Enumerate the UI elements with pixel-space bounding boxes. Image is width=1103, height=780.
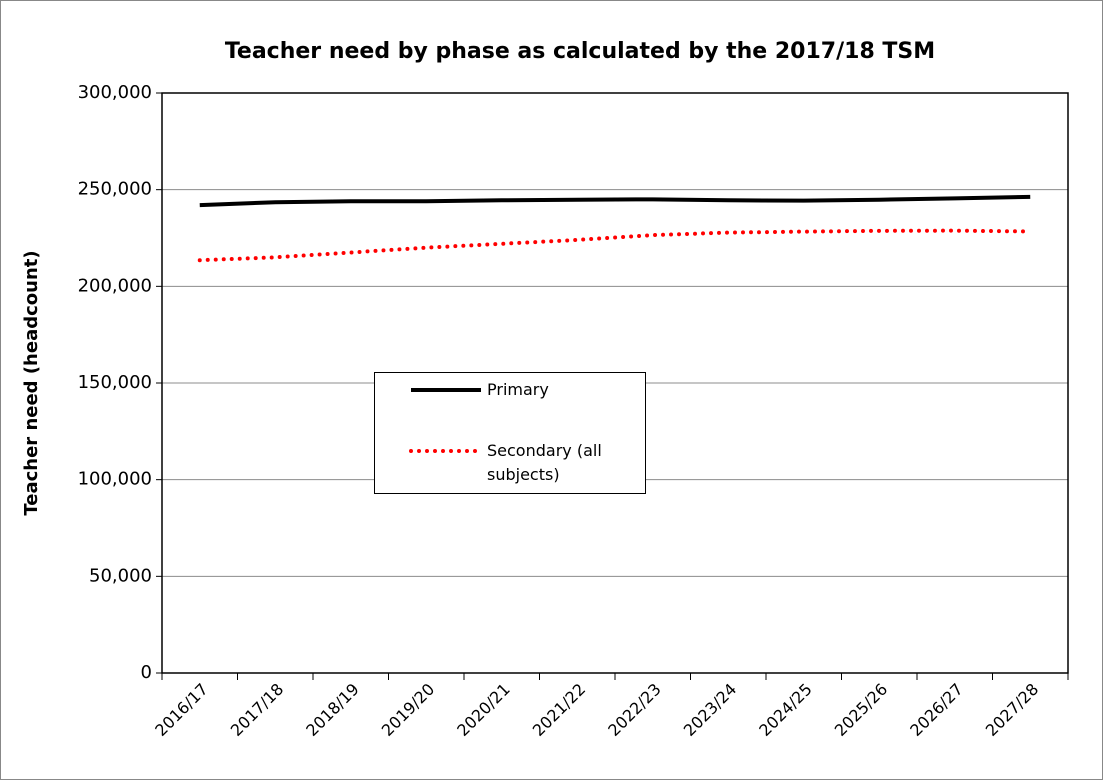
legend-swatch [409, 449, 483, 453]
legend-item: Secondary (all subjects) [409, 439, 627, 487]
series-line [197, 228, 1033, 263]
y-tick-label: 100,000 [78, 469, 152, 490]
y-tick-label: 250,000 [78, 179, 152, 200]
legend-label: Secondary (all subjects) [487, 441, 602, 484]
y-tick-label: 200,000 [78, 275, 152, 296]
y-axis-title: Teacher need (headcount) [21, 250, 42, 515]
y-tick-label: 150,000 [78, 372, 152, 393]
legend: Primary Secondary (all subjects) [374, 372, 646, 494]
y-tick-label: 300,000 [78, 82, 152, 103]
series-line [199, 194, 1031, 208]
legend-item: Primary [409, 378, 627, 402]
chart-title: Teacher need by phase as calculated by t… [225, 39, 935, 64]
legend-swatch [411, 388, 481, 392]
y-tick-label: 0 [141, 662, 152, 683]
legend-label: Primary [487, 380, 549, 399]
y-tick-label: 50,000 [89, 565, 152, 586]
